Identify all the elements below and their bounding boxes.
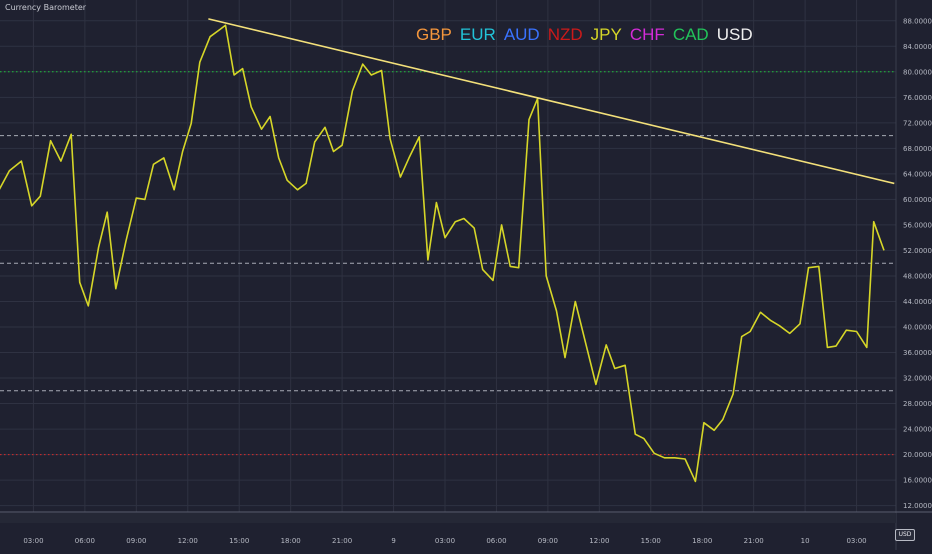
y-tick-label: 64.000000 xyxy=(903,170,932,178)
y-tick-label: 28.000000 xyxy=(903,400,932,408)
annotation-layer xyxy=(208,18,895,185)
pane-separator xyxy=(0,513,896,523)
y-tick-label: 16.000000 xyxy=(903,477,932,485)
y-tick-label: 52.000000 xyxy=(903,247,932,255)
y-tick-label: 68.000000 xyxy=(903,145,932,153)
x-tick-label: 9 xyxy=(391,537,395,545)
y-tick-label: 48.000000 xyxy=(903,272,932,280)
x-tick-label: 18:00 xyxy=(692,537,712,545)
x-tick-label: 10 xyxy=(801,537,810,545)
legend-item-jpy: JPY xyxy=(590,25,622,44)
x-tick-label: 12:00 xyxy=(589,537,609,545)
level-lines xyxy=(0,71,896,456)
x-tick-label: 03:00 xyxy=(846,537,866,545)
series-layer xyxy=(0,24,885,483)
x-tick-label: 06:00 xyxy=(75,537,95,545)
legend-item-gbp: GBP xyxy=(416,25,452,44)
y-tick-label: 36.000000 xyxy=(903,349,932,357)
x-tick-label: 09:00 xyxy=(126,537,146,545)
x-tick-label: 03:00 xyxy=(23,537,43,545)
y-tick-label: 80.000000 xyxy=(903,68,932,76)
series-line[interactable] xyxy=(0,24,885,483)
legend-item-aud: AUD xyxy=(503,25,540,44)
y-tick-label: 76.000000 xyxy=(903,94,932,102)
legend-item-nzd: NZD xyxy=(547,25,583,44)
trendline[interactable] xyxy=(208,18,895,185)
x-axis[interactable]: 03:00 06:00 09:00 12:00 15:00 18:00 21:00 9 03:0… xyxy=(23,537,866,545)
x-tick-label: 21:00 xyxy=(332,537,352,545)
y-tick-label: 20.000000 xyxy=(903,451,932,459)
y-tick-label: 44.000000 xyxy=(903,298,932,306)
y-tick-label: 12.000000 xyxy=(903,502,932,510)
x-tick-label: 18:00 xyxy=(281,537,301,545)
y-axis[interactable]: 12.000000 16.000000 20.000000 24.000000 28.0… xyxy=(903,17,932,510)
x-tick-label: 09:00 xyxy=(538,537,558,545)
legend: GBP EUR AUD NZD JPY CHF CAD USD xyxy=(416,22,753,48)
x-tick-label: 15:00 xyxy=(641,537,661,545)
y-tick-label: 60.000000 xyxy=(903,196,932,204)
x-tick-label: 15:00 xyxy=(229,537,249,545)
y-tick-label: 32.000000 xyxy=(903,375,932,383)
legend-item-eur: EUR xyxy=(459,25,496,44)
y-tick-label: 72.000000 xyxy=(903,119,932,127)
legend-item-cad: CAD xyxy=(672,25,709,44)
legend-item-usd: USD xyxy=(716,25,753,44)
x-tick-label: 21:00 xyxy=(744,537,764,545)
x-tick-label: 12:00 xyxy=(178,537,198,545)
legend-item-chf: CHF xyxy=(629,25,665,44)
y-tick-label: 84.000000 xyxy=(903,43,932,51)
currency-chip[interactable]: USD xyxy=(895,529,915,541)
indicator-title[interactable]: Currency Barometer xyxy=(5,3,87,12)
y-tick-label: 24.000000 xyxy=(903,426,932,434)
y-tick-label: 56.000000 xyxy=(903,221,932,229)
y-tick-label: 40.000000 xyxy=(903,323,932,331)
y-tick-label: 88.000000 xyxy=(903,17,932,25)
x-tick-label: 03:00 xyxy=(435,537,455,545)
x-tick-label: 06:00 xyxy=(486,537,506,545)
